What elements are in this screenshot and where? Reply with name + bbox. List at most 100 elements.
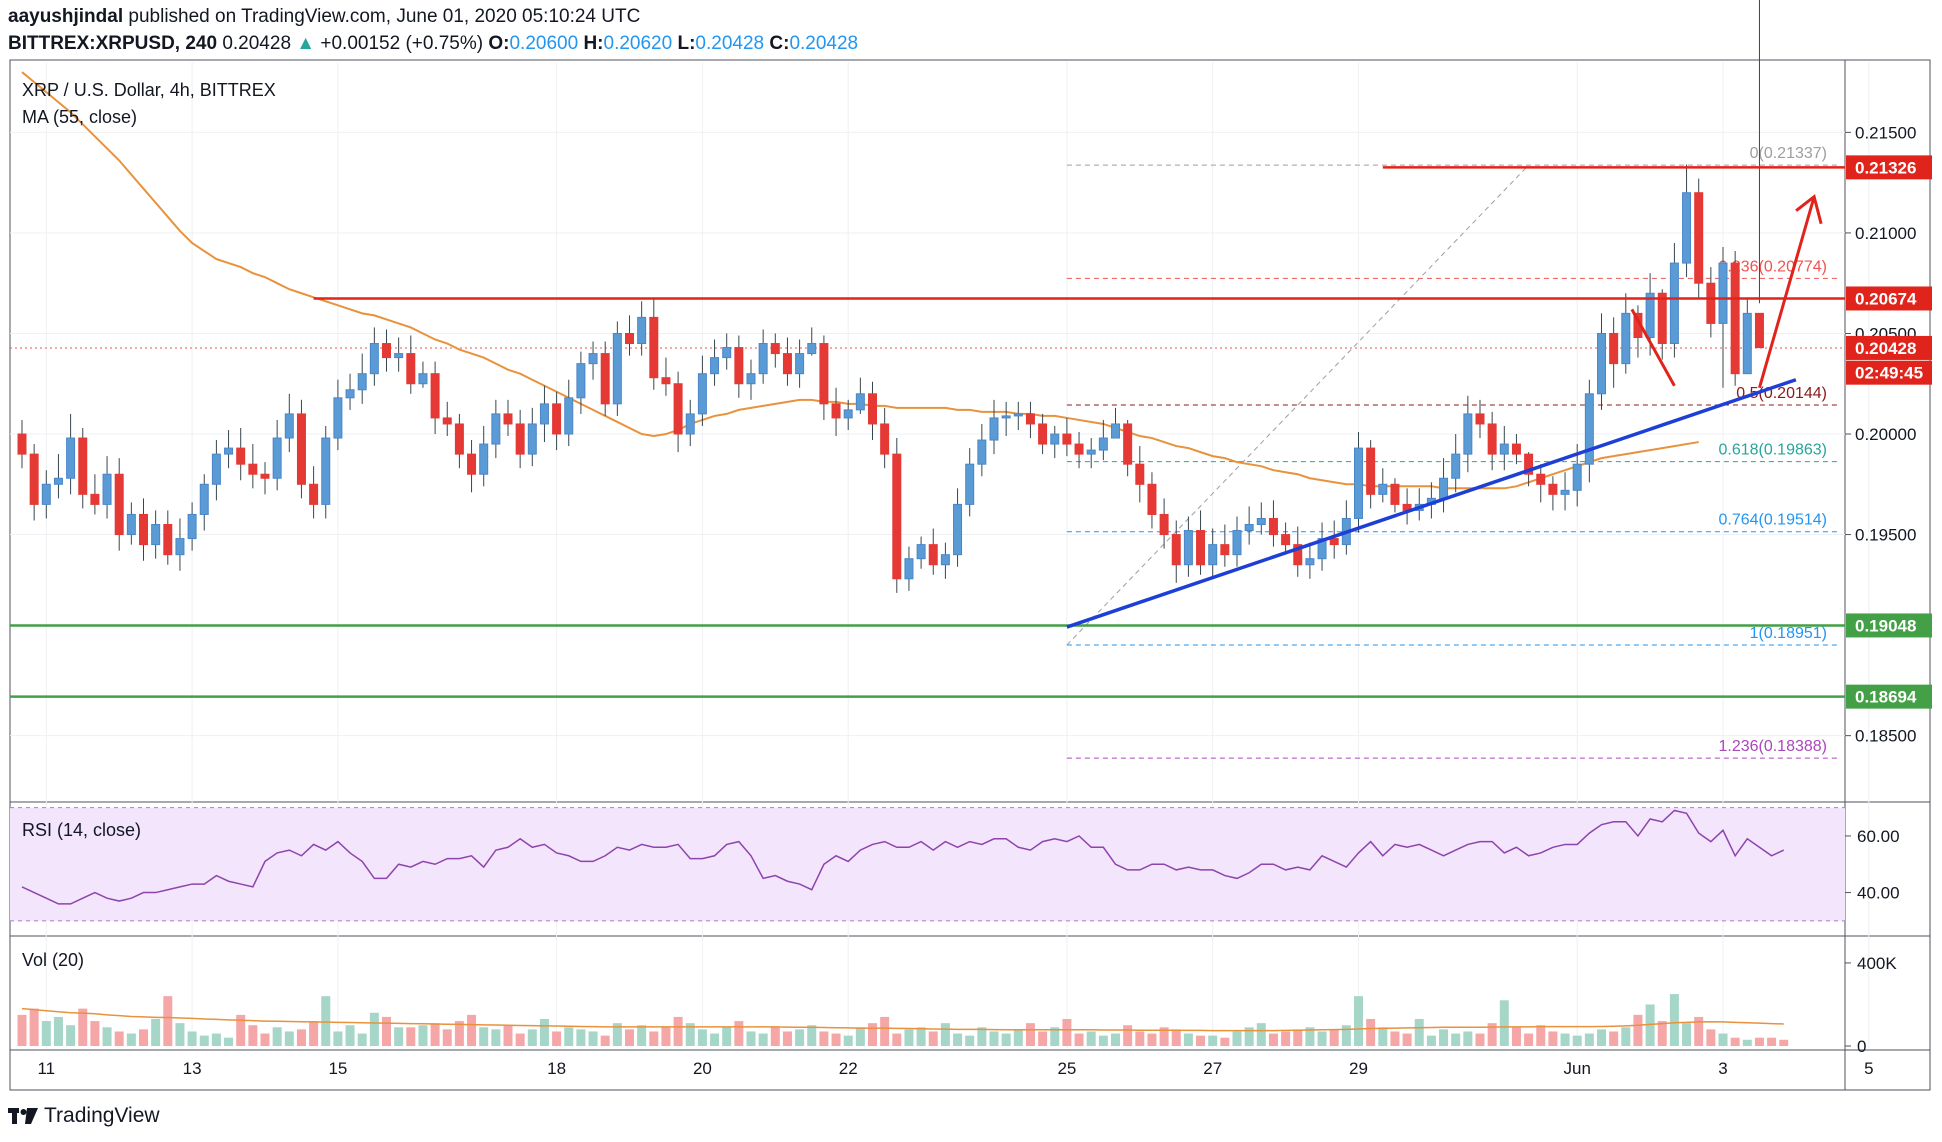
candle-down	[29, 453, 39, 505]
volume-bar	[1268, 1033, 1278, 1046]
volume-tick-label: 0	[1857, 1037, 1866, 1056]
time-tick-label: 27	[1203, 1059, 1222, 1078]
rsi-band-fill	[10, 807, 1845, 921]
ohlc-header: BITTREX:XRPUSD, 240 0.20428 ▲ +0.00152 (…	[8, 33, 858, 55]
price-axis-label: 0.21326	[1855, 158, 1916, 177]
candle-down	[236, 447, 246, 465]
volume-bar	[1706, 1029, 1716, 1046]
candle-down	[515, 423, 525, 455]
volume-bar	[78, 1008, 88, 1046]
fib-level-label: 0.236(0.20774)	[1718, 258, 1827, 275]
volume-bar	[795, 1029, 805, 1046]
candle-up	[321, 437, 331, 505]
volume-bar	[710, 1033, 720, 1046]
candle-up	[904, 558, 914, 580]
candle-down	[503, 413, 513, 425]
candle-up	[53, 477, 63, 485]
volume-bar	[552, 1031, 562, 1046]
volume-bar	[1694, 1016, 1704, 1046]
candle-down	[454, 423, 464, 455]
volume-bar	[321, 996, 331, 1046]
candle-down	[1536, 473, 1546, 485]
candle-up	[722, 347, 732, 359]
price-axis-label-box	[1846, 684, 1932, 709]
price-axis-label-box	[1846, 155, 1932, 180]
volume-bar	[1487, 1023, 1497, 1046]
tradingview-logo-icon	[8, 1108, 38, 1124]
volume-bar	[1718, 1033, 1728, 1046]
candle-up	[1742, 312, 1752, 375]
candle-up	[710, 357, 720, 375]
volume-bar	[782, 1031, 792, 1046]
candle-up	[612, 332, 622, 405]
volume-bar	[1171, 1029, 1181, 1046]
candle-down	[734, 347, 744, 385]
candle-up	[1050, 433, 1060, 445]
symbol-label[interactable]: BITTREX:XRPUSD, 240	[8, 33, 218, 54]
volume-bar	[1098, 1035, 1108, 1046]
volume-bar	[102, 1027, 112, 1046]
candle-up	[1718, 262, 1728, 324]
rsi-pane-title: RSI (14, close)	[22, 820, 141, 840]
candle-up	[66, 437, 76, 479]
volume-bar	[211, 1033, 221, 1046]
volume-bar	[953, 1033, 963, 1046]
volume-bar	[1378, 1027, 1388, 1046]
candle-down	[1511, 443, 1521, 455]
tradingview-branding[interactable]: TradingView	[8, 1100, 160, 1132]
candle-down	[1329, 538, 1339, 546]
candle-down	[1609, 332, 1619, 365]
volume-bar	[770, 1027, 780, 1046]
candle-up	[284, 413, 294, 439]
fib-level-label: 0.618(0.19863)	[1718, 442, 1827, 459]
candle-down	[260, 473, 270, 479]
candle-up	[697, 373, 707, 415]
fib-level-label: 0(0.21337)	[1750, 145, 1827, 162]
candle-down	[382, 343, 391, 359]
candle-up	[1451, 453, 1461, 479]
candle-up	[1086, 449, 1096, 455]
volume-bar	[1524, 1033, 1534, 1046]
candle-up	[333, 397, 343, 439]
ma55-line	[21, 71, 1699, 490]
candle-down	[442, 417, 452, 425]
candle-up	[394, 353, 404, 359]
candle-down	[17, 433, 27, 455]
candle-down	[296, 413, 306, 485]
volume-bar	[1001, 1033, 1011, 1046]
candle-down	[1196, 530, 1206, 566]
price-axis-label: 0.19048	[1855, 616, 1916, 635]
ma-indicator-label: MA (55, close)	[22, 107, 137, 127]
volume-bar	[1038, 1031, 1048, 1046]
candle-down	[309, 483, 319, 505]
low-label: L:	[677, 33, 696, 54]
volume-bar	[1584, 1033, 1594, 1046]
volume-bar	[442, 1029, 452, 1046]
volume-bar	[1013, 1029, 1023, 1046]
candle-down	[139, 513, 148, 546]
candle-up	[1317, 538, 1327, 560]
volume-bar	[260, 1033, 270, 1046]
volume-bar	[807, 1025, 817, 1046]
volume-bar	[224, 1037, 234, 1046]
volume-bar	[892, 1033, 902, 1046]
volume-bar	[831, 1033, 841, 1046]
volume-bar	[989, 1031, 999, 1046]
candle-down	[114, 473, 124, 536]
volume-bar	[977, 1027, 987, 1046]
candle-down	[600, 353, 610, 405]
volume-bar	[1135, 1031, 1145, 1046]
candle-down	[1524, 453, 1534, 475]
candle-up	[989, 417, 999, 441]
volume-bar	[1147, 1033, 1157, 1046]
volume-bar	[1669, 994, 1679, 1046]
author-name[interactable]: aayushjindal	[8, 6, 124, 27]
ascending-trend-line	[1066, 378, 1797, 629]
volume-bar	[1390, 1031, 1400, 1046]
volume-bar	[1402, 1033, 1412, 1046]
volume-bar	[904, 1029, 914, 1046]
candle-up	[1597, 332, 1606, 395]
candle-down	[831, 403, 841, 419]
volume-bar	[1329, 1029, 1339, 1046]
